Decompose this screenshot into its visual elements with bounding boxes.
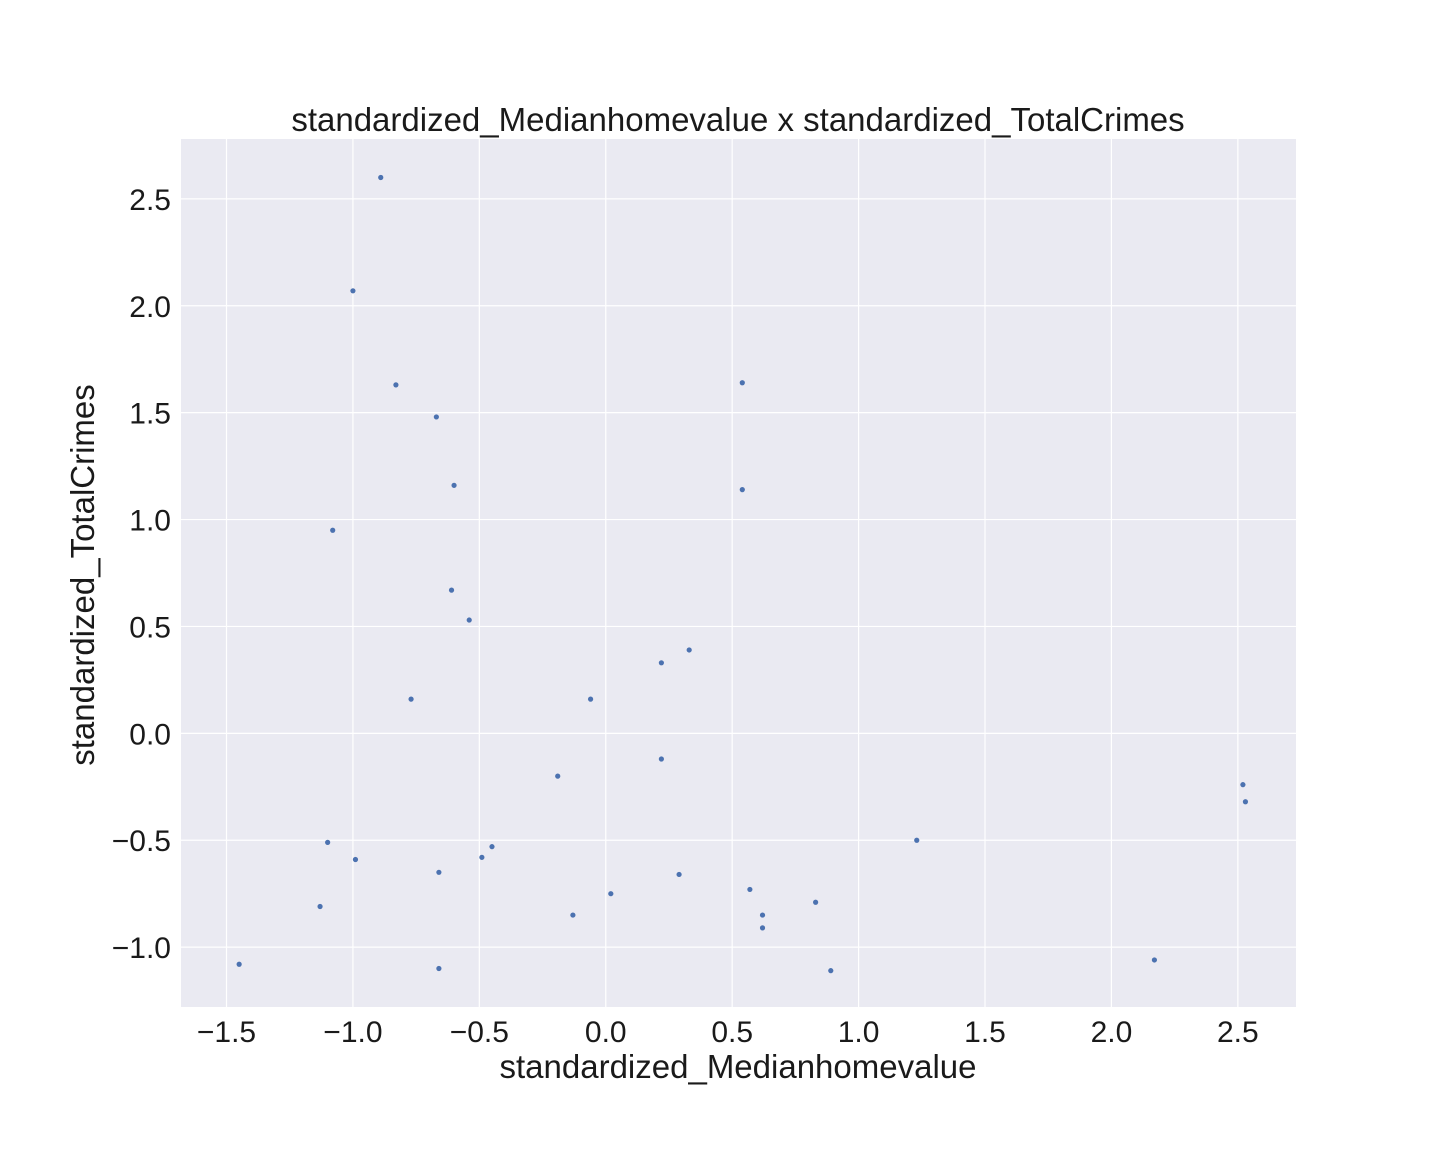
data-point	[658, 756, 664, 762]
data-point	[408, 696, 414, 702]
data-point	[451, 482, 457, 488]
data-point	[676, 871, 682, 878]
data-point	[448, 587, 455, 593]
x-tick-label: 0.5	[711, 1016, 753, 1049]
data-point	[570, 912, 576, 918]
data-point	[828, 968, 834, 974]
data-point	[317, 903, 323, 910]
data-point	[759, 912, 766, 918]
x-tick-label: 2.0	[1091, 1016, 1133, 1049]
chart-title: standardized_Medianhomevalue x standardi…	[291, 101, 1184, 138]
data-point	[1240, 782, 1246, 788]
data-point	[739, 380, 745, 386]
data-point	[352, 856, 359, 863]
data-point	[747, 886, 753, 893]
data-point	[350, 288, 356, 294]
y-tick-label: 0.0	[129, 718, 171, 751]
data-point	[759, 925, 766, 931]
data-point	[658, 660, 664, 666]
y-axis-label: standardized_TotalCrimes	[64, 384, 101, 766]
data-point	[436, 965, 442, 972]
x-tick-label: 1.0	[838, 1016, 880, 1049]
data-point	[608, 891, 614, 897]
data-point	[739, 487, 745, 493]
data-point	[686, 647, 692, 653]
x-tick-label: 2.5	[1217, 1016, 1259, 1049]
data-point	[325, 839, 331, 845]
data-point	[436, 869, 442, 875]
data-point	[914, 837, 920, 843]
data-point	[1151, 957, 1158, 963]
data-point	[489, 844, 495, 850]
data-point	[479, 854, 485, 860]
data-point	[555, 773, 561, 779]
data-points	[236, 174, 1249, 974]
y-tick-label: 0.5	[129, 611, 171, 644]
data-point	[813, 899, 819, 905]
y-tick-label: 2.5	[129, 184, 171, 217]
y-tick-label: 1.5	[129, 398, 171, 431]
data-point	[236, 961, 242, 967]
plot-area	[181, 139, 1296, 1007]
data-point	[587, 696, 594, 702]
x-tick-label: −1.5	[197, 1016, 256, 1049]
x-tick-labels: −1.5 −1.0 −0.5 0.0 0.5 1.0 1.5 2.0 2.5	[197, 1016, 1259, 1049]
x-tick-label: −0.5	[450, 1016, 509, 1049]
y-gridlines	[181, 198, 1296, 948]
data-point	[330, 527, 336, 533]
data-point	[433, 414, 439, 420]
y-tick-label: 1.0	[129, 505, 171, 538]
y-tick-label: −1.0	[112, 932, 171, 965]
x-tick-label: 1.5	[964, 1016, 1006, 1049]
x-tick-label: 0.0	[585, 1016, 627, 1049]
data-point	[393, 382, 399, 388]
data-point	[378, 174, 384, 181]
x-tick-label: −1.0	[323, 1016, 382, 1049]
x-axis-label: standardized_Medianhomevalue	[500, 1048, 977, 1085]
x-gridlines	[225, 139, 1239, 1007]
y-tick-label: −0.5	[112, 825, 171, 858]
data-point	[1242, 799, 1249, 805]
y-tick-labels: −1.0 −0.5 0.0 0.5 1.0 1.5 2.0 2.5	[112, 184, 171, 965]
data-point	[466, 617, 472, 623]
y-tick-label: 2.0	[129, 291, 171, 324]
